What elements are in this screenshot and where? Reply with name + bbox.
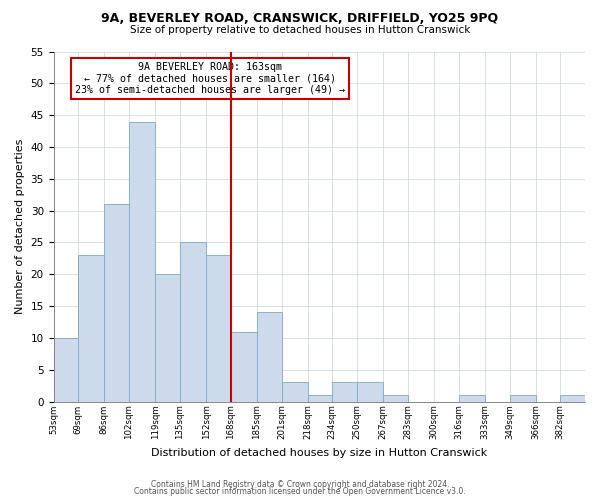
Text: Size of property relative to detached houses in Hutton Cranswick: Size of property relative to detached ho…	[130, 25, 470, 35]
Bar	[560, 395, 585, 402]
Bar	[281, 382, 308, 402]
Bar	[78, 255, 104, 402]
Text: Contains public sector information licensed under the Open Government Licence v3: Contains public sector information licen…	[134, 487, 466, 496]
Bar	[458, 395, 485, 402]
Bar	[206, 255, 230, 402]
X-axis label: Distribution of detached houses by size in Hutton Cranswick: Distribution of detached houses by size …	[151, 448, 487, 458]
Text: 9A, BEVERLEY ROAD, CRANSWICK, DRIFFIELD, YO25 9PQ: 9A, BEVERLEY ROAD, CRANSWICK, DRIFFIELD,…	[101, 12, 499, 26]
Bar	[257, 312, 281, 402]
Bar	[357, 382, 383, 402]
Bar	[180, 242, 206, 402]
Bar	[53, 338, 78, 402]
Bar	[104, 204, 129, 402]
Y-axis label: Number of detached properties: Number of detached properties	[15, 139, 25, 314]
Text: 9A BEVERLEY ROAD: 163sqm
← 77% of detached houses are smaller (164)
23% of semi-: 9A BEVERLEY ROAD: 163sqm ← 77% of detach…	[76, 62, 346, 95]
Bar	[155, 274, 180, 402]
Bar	[332, 382, 357, 402]
Text: Contains HM Land Registry data © Crown copyright and database right 2024.: Contains HM Land Registry data © Crown c…	[151, 480, 449, 489]
Bar	[383, 395, 408, 402]
Bar	[308, 395, 332, 402]
Bar	[230, 332, 257, 402]
Bar	[509, 395, 536, 402]
Bar	[129, 122, 155, 402]
